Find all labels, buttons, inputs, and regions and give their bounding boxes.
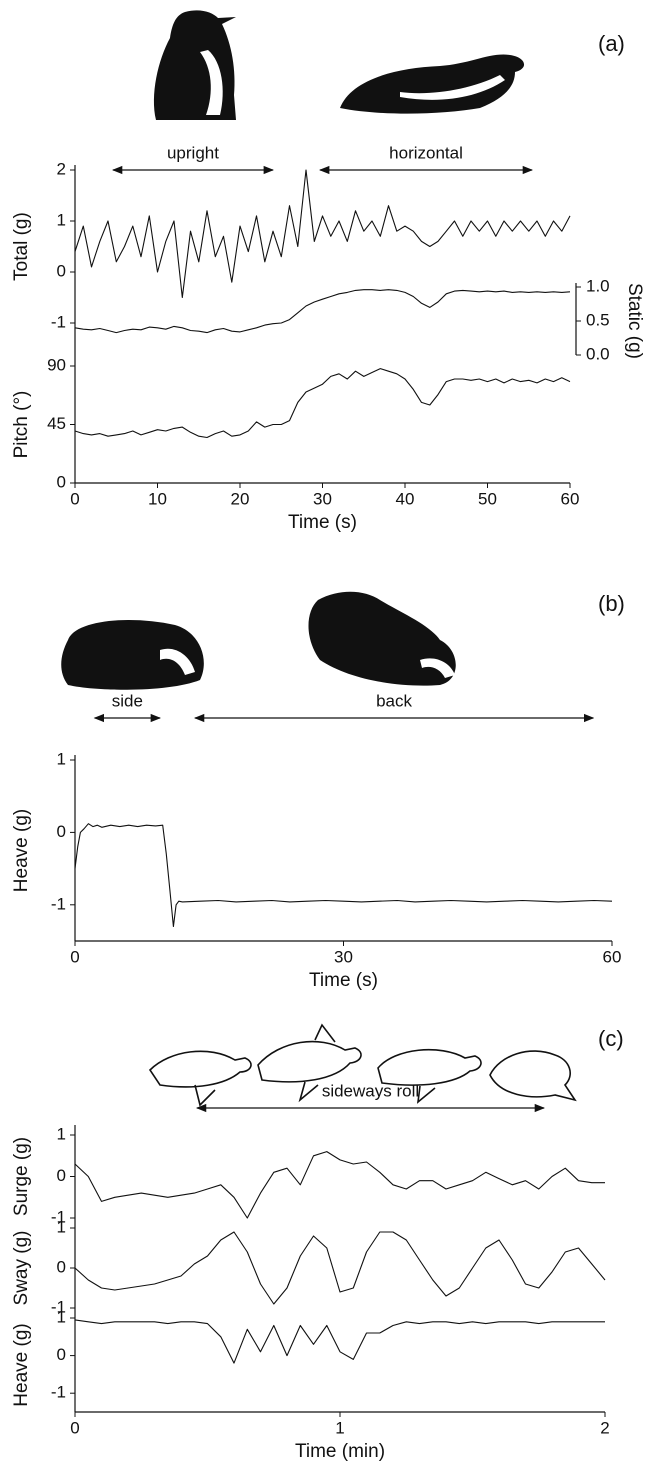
y-tick-label: 0.0 [586,344,610,363]
penguin-horizontal [340,54,525,114]
data-line [74,1319,605,1364]
turtles [148,1023,577,1107]
annotation-text: upright [167,143,219,162]
y-tick-label: 0 [57,472,66,491]
x-tick-label: 2 [600,1418,609,1437]
y-tick-label: 0 [57,1345,66,1364]
y-tick-label: -1 [51,1207,66,1226]
y-tick-label: 0 [57,822,66,841]
x-tick-label: 10 [148,489,167,508]
y-tick-label: -1 [51,1297,66,1316]
y-axis-title: Static (g) [624,283,645,359]
data-line [74,169,571,299]
data-line [74,1151,605,1219]
y-tick-label: -1 [51,1383,66,1402]
x-axis-title: Time (min) [295,1441,385,1462]
x-tick-label: 30 [313,489,332,508]
y-tick-label: -1 [51,894,66,913]
panel-label: (c) [598,1026,624,1051]
annotation-text: side [112,691,143,710]
y-tick-label: 1 [57,1307,66,1326]
x-axis-title: Time (s) [288,512,357,533]
data-line [74,289,571,334]
y-axis-title: Pitch (°) [11,391,32,459]
x-tick-label: 30 [334,947,353,966]
y-axis-title: Heave (g) [11,1323,32,1406]
y-tick-label: 1.0 [586,276,610,295]
x-tick-label: 40 [396,489,415,508]
x-tick-label: 60 [561,489,580,508]
annotation-text: horizontal [389,143,463,162]
y-axis-title: Heave (g) [11,809,32,892]
penguin-back [308,591,456,686]
x-tick-label: 60 [603,947,622,966]
annotation-text: back [376,691,412,710]
y-tick-label: 45 [47,414,66,433]
y-tick-label: 90 [47,355,66,374]
x-tick-label: 50 [478,489,497,508]
y-tick-label: 1 [57,210,66,229]
x-tick-label: 0 [70,947,79,966]
y-tick-label: 1 [57,1217,66,1236]
panel-label: (b) [598,591,625,616]
y-tick-label: 1 [57,1124,66,1143]
y-tick-label: 2 [57,159,66,178]
data-line [74,1231,606,1305]
y-axis-title: Total (g) [11,212,32,281]
x-tick-label: 1 [335,1418,344,1437]
y-tick-label: 0 [57,1166,66,1185]
penguin-upright [153,10,236,120]
y-tick-label: 1 [57,749,66,768]
y-axis-title: Sway (g) [11,1231,32,1306]
x-tick-label: 0 [70,489,79,508]
data-line [74,368,571,439]
annotation-text: sideways roll [322,1081,419,1100]
y-tick-label: 0.5 [586,310,610,329]
penguin-side [61,620,204,690]
x-axis-title: Time (s) [309,970,378,991]
panel-label: (a) [598,31,625,56]
y-tick-label: -1 [51,312,66,331]
x-tick-label: 20 [231,489,250,508]
y-axis-title: Surge (g) [11,1137,32,1216]
y-tick-label: 0 [57,261,66,280]
data-line [74,823,613,928]
y-tick-label: 0 [57,1257,66,1276]
x-tick-label: 0 [70,1418,79,1437]
